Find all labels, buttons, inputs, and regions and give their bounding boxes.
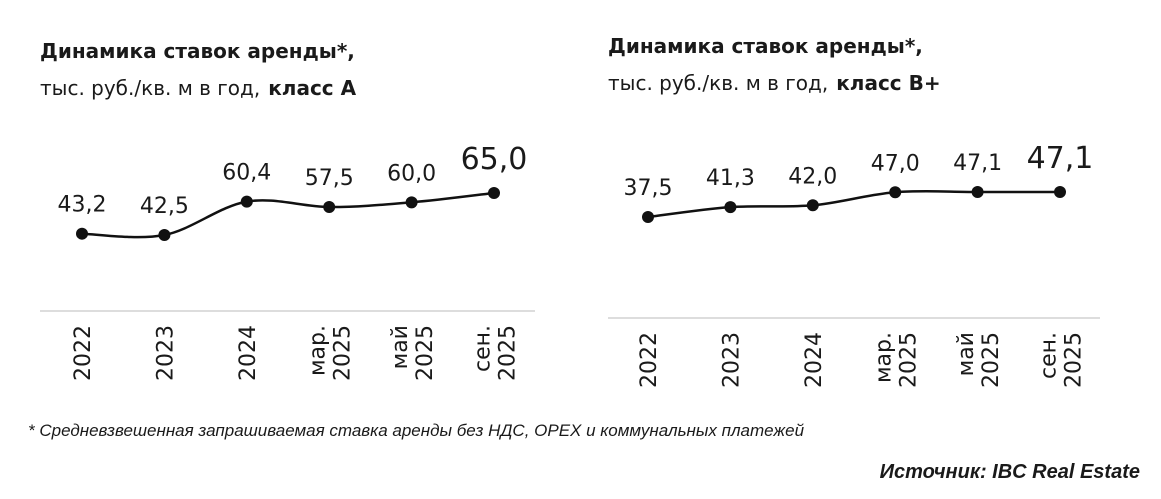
data-label: 42,5 <box>140 194 189 219</box>
x-tick-label: сен. <box>1037 332 1062 379</box>
data-label: 47,0 <box>871 151 920 176</box>
chart-subtitle: тыс. руб./кв. м в год, класс А <box>40 76 357 100</box>
footnote: * Средневзвешенная запрашиваемая ставка … <box>28 421 805 440</box>
x-tick-label: 2022 <box>71 325 96 381</box>
subtitle-text: тыс. руб./кв. м в год, <box>608 71 828 95</box>
line <box>647 189 1061 219</box>
point <box>724 201 737 214</box>
x-tick-label: 2025 <box>897 332 922 388</box>
x-tick-label: 2025 <box>331 325 356 381</box>
data-label: 47,1 <box>953 151 1002 176</box>
chart-subtitle: тыс. руб./кв. м в год, класс В+ <box>608 71 941 95</box>
x-tick-label: мар. <box>872 332 897 383</box>
data-label: 60,4 <box>222 161 271 186</box>
x-tick-label: 2025 <box>496 325 521 381</box>
point <box>971 186 984 198</box>
data-label: 60,0 <box>387 161 436 186</box>
point <box>323 201 336 213</box>
point <box>76 227 88 240</box>
data-label: 42,0 <box>788 164 837 189</box>
x-tick-label: 2025 <box>979 332 1004 388</box>
point <box>158 229 171 241</box>
data-label: 57,5 <box>305 166 354 191</box>
data-label: 43,2 <box>58 193 107 218</box>
x-tick-label: 2023 <box>719 332 744 388</box>
point <box>889 186 902 199</box>
x-tick-label: май <box>388 325 413 369</box>
x-tick-label: 2024 <box>802 332 827 388</box>
x-tick-label: 2023 <box>153 325 178 381</box>
x-tick-label: сен. <box>471 325 496 372</box>
class-label: класс А <box>268 76 356 100</box>
subtitle-text: тыс. руб./кв. м в год, <box>40 76 260 100</box>
data-label: 37,5 <box>624 176 673 201</box>
chart-title: Динамика ставок аренды*, <box>608 34 923 58</box>
point <box>1054 186 1066 198</box>
point <box>806 199 819 212</box>
x-tick-label: май <box>954 332 979 376</box>
x-tick-label: 2022 <box>637 332 662 388</box>
x-tick-label: мар. <box>306 325 331 376</box>
data-label: 41,3 <box>706 166 755 191</box>
data-label: 65,0 <box>461 142 528 177</box>
source: Источник: IBC Real Estate <box>880 461 1140 483</box>
data-label: 47,1 <box>1027 141 1094 176</box>
point <box>642 211 654 223</box>
class-label: класс В+ <box>836 71 940 95</box>
x-tick-label: 2024 <box>236 325 261 381</box>
point <box>488 187 500 199</box>
line <box>81 191 495 239</box>
x-tick-label: 2025 <box>413 325 438 381</box>
chart-title: Динамика ставок аренды*, <box>40 39 355 63</box>
point <box>240 195 253 208</box>
point <box>405 196 418 209</box>
x-tick-label: 2025 <box>1062 332 1087 388</box>
